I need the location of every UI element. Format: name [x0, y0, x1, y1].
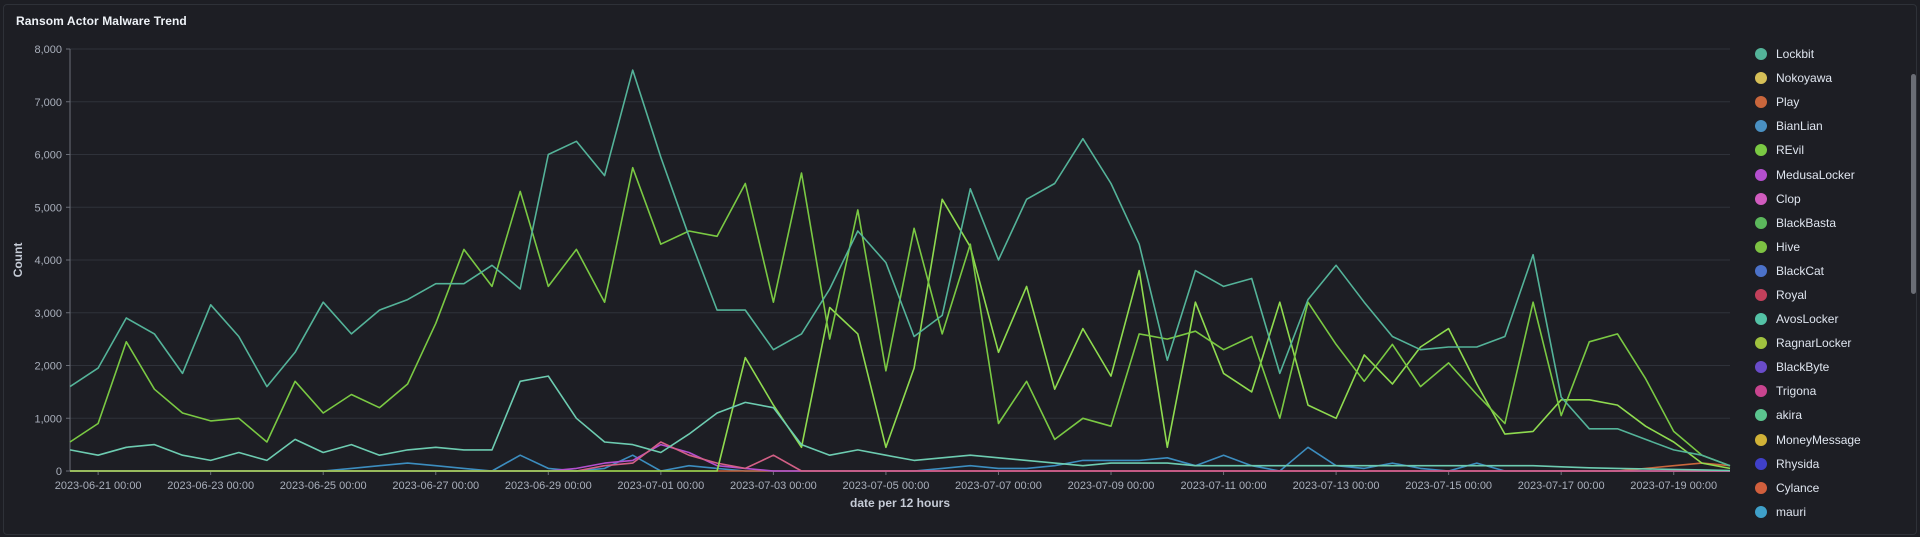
- legend-item-bianlian[interactable]: BianLian: [1755, 114, 1905, 138]
- x-tick-label: 2023-06-23 00:00: [167, 480, 254, 492]
- x-tick-label: 2023-07-15 00:00: [1405, 480, 1492, 492]
- legend-swatch: [1755, 481, 1767, 494]
- y-tick-label: 4,000: [34, 255, 62, 267]
- x-tick-label: 2023-07-17 00:00: [1518, 480, 1605, 492]
- legend-label: akira: [1776, 408, 1803, 423]
- x-tick-label: 2023-07-11 00:00: [1181, 480, 1267, 492]
- legend-label: BlackBasta: [1776, 215, 1837, 230]
- legend-label: Clop: [1776, 191, 1801, 206]
- legend-label: BlackCat: [1776, 263, 1825, 278]
- legend-swatch: [1755, 457, 1767, 470]
- y-tick-label: 5,000: [34, 202, 62, 214]
- legend-item-revil[interactable]: REvil: [1755, 138, 1905, 162]
- legend-label: Rhysida: [1776, 456, 1820, 471]
- series-line-lockbit[interactable]: [69, 69, 1731, 467]
- legend-label: AvosLocker: [1776, 312, 1839, 327]
- x-tick-label: 2023-07-19 00:00: [1630, 480, 1717, 492]
- legend-item-moneymessage[interactable]: MoneyMessage: [1755, 428, 1905, 452]
- legend-swatch: [1755, 337, 1767, 350]
- legend-item-blackbyte[interactable]: BlackByte: [1755, 355, 1905, 379]
- legend-item-trigona[interactable]: Trigona: [1755, 379, 1905, 403]
- y-tick-label: 0: [56, 466, 62, 478]
- legend-swatch: [1755, 385, 1767, 398]
- legend-item-mauri[interactable]: mauri: [1755, 500, 1905, 524]
- legend-swatch: [1755, 144, 1767, 157]
- legend-item-lockbit[interactable]: Lockbit: [1755, 42, 1905, 66]
- legend-item-blackcat[interactable]: BlackCat: [1755, 259, 1905, 283]
- x-tick-label: 2023-07-07 00:00: [955, 480, 1042, 492]
- legend-swatch: [1755, 240, 1767, 253]
- legend-swatch: [1755, 505, 1767, 518]
- legend-swatch: [1755, 192, 1767, 205]
- legend-item-hive[interactable]: Hive: [1755, 235, 1905, 259]
- legend-item-akira[interactable]: akira: [1755, 403, 1905, 427]
- legend-label: RagnarLocker: [1776, 336, 1852, 351]
- legend-item-play[interactable]: Play: [1755, 90, 1905, 114]
- x-tick-label: 2023-06-21 00:00: [55, 480, 142, 492]
- legend-item-royal[interactable]: Royal: [1755, 283, 1905, 307]
- y-tick-label: 8,000: [34, 44, 62, 56]
- legend-label: BlackByte: [1776, 360, 1830, 375]
- legend-swatch: [1755, 361, 1767, 374]
- legend-label: Lockbit: [1776, 47, 1815, 62]
- legend-label: REvil: [1776, 143, 1805, 158]
- legend-label: MedusaLocker: [1776, 167, 1855, 182]
- legend-swatch: [1755, 96, 1767, 109]
- x-axis-label: date per 12 hours: [850, 496, 950, 510]
- legend-swatch: [1755, 72, 1767, 85]
- legend-item-medusalocker[interactable]: MedusaLocker: [1755, 162, 1905, 186]
- legend-label: Cylance: [1776, 480, 1820, 495]
- legend-swatch: [1755, 313, 1767, 326]
- y-tick-label: 7,000: [34, 97, 62, 109]
- legend-swatch: [1755, 264, 1767, 277]
- legend-scrollbar[interactable]: [1911, 74, 1916, 294]
- x-tick-label: 2023-06-25 00:00: [280, 480, 367, 492]
- legend-label: Play: [1776, 95, 1800, 110]
- x-tick-label: 2023-07-05 00:00: [843, 480, 930, 492]
- x-tick-label: 2023-07-13 00:00: [1293, 480, 1380, 492]
- y-tick-label: 3,000: [34, 308, 62, 320]
- legend-label: Nokoyawa: [1776, 71, 1833, 86]
- legend-swatch: [1755, 409, 1767, 422]
- legend-swatch: [1755, 48, 1767, 61]
- legend-swatch: [1755, 288, 1767, 301]
- legend-item-nokoyawa[interactable]: Nokoyawa: [1755, 66, 1905, 90]
- series-line-hive[interactable]: [70, 198, 1731, 472]
- series-line-revil[interactable]: [69, 166, 1731, 467]
- legend-swatch: [1755, 168, 1767, 181]
- x-tick-label: 2023-07-09 00:00: [1068, 480, 1155, 492]
- legend-item-clop[interactable]: Clop: [1755, 187, 1905, 211]
- y-axis-label: Count: [11, 243, 25, 278]
- legend-label: mauri: [1776, 504, 1807, 519]
- series-line-clop[interactable]: [70, 441, 1730, 472]
- chart-legend: Lockbit Nokoyawa Play BianLian REvil MedusaLo…: [1755, 42, 1905, 524]
- legend-swatch: [1755, 433, 1767, 446]
- legend-item-blackbasta[interactable]: BlackBasta: [1755, 211, 1905, 235]
- x-tick-label: 2023-07-01 00:00: [617, 480, 704, 492]
- legend-item-avoslocker[interactable]: AvosLocker: [1755, 307, 1905, 331]
- legend-label: MoneyMessage: [1776, 432, 1861, 447]
- line-chart: 0 1,000 2,000 3,000 4,000 5,000 6,000 7,000 8,00…: [11, 44, 1731, 510]
- legend-item-ragnarlocker[interactable]: RagnarLocker: [1755, 331, 1905, 355]
- legend-label: Royal: [1776, 287, 1807, 302]
- y-tick-label: 6,000: [34, 150, 62, 162]
- legend-swatch: [1755, 216, 1767, 229]
- legend-label: Hive: [1776, 239, 1801, 254]
- legend-item-rhysida[interactable]: Rhysida: [1755, 452, 1905, 476]
- x-tick-label: 2023-06-29 00:00: [505, 480, 592, 492]
- y-tick-label: 2,000: [34, 361, 62, 373]
- legend-item-cylance[interactable]: Cylance: [1755, 476, 1905, 500]
- legend-label: BianLian: [1776, 119, 1823, 134]
- series-line-avoslocker[interactable]: [69, 375, 1731, 472]
- chart-panel: Ransom Actor Malware Trend: [3, 4, 1917, 535]
- chart-title: Ransom Actor Malware Trend: [16, 14, 187, 28]
- y-tick-label: 1,000: [34, 413, 62, 425]
- x-tick-label: 2023-06-27 00:00: [392, 480, 479, 492]
- x-tick-label: 2023-07-03 00:00: [730, 480, 817, 492]
- legend-label: Trigona: [1776, 384, 1817, 399]
- legend-swatch: [1755, 120, 1767, 133]
